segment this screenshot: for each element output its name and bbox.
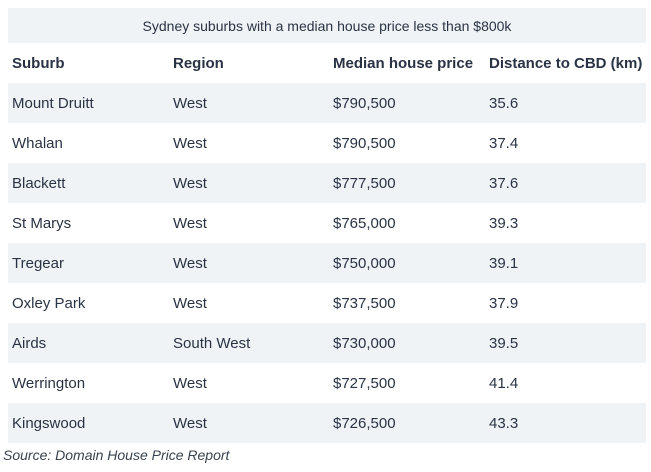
- cell-distance-to-cbd: 37.6: [489, 174, 519, 192]
- cell-region: West: [173, 214, 207, 232]
- cell-suburb: Blackett: [12, 174, 66, 192]
- cell-region: West: [173, 254, 207, 272]
- cell-distance-to-cbd: 39.3: [489, 214, 519, 232]
- source-note: Source: Domain House Price Report: [3, 447, 230, 463]
- cell-suburb: Oxley Park: [12, 294, 86, 312]
- cell-region: West: [173, 174, 207, 192]
- cell-distance-to-cbd: 39.1: [489, 254, 519, 272]
- cell-distance-to-cbd: 35.6: [489, 94, 519, 112]
- cell-distance-to-cbd: 39.5: [489, 334, 519, 352]
- table-row: Whalan West $790,500 37.4: [8, 123, 646, 163]
- cell-median-house-price: $790,500: [333, 134, 396, 152]
- cell-median-house-price: $750,000: [333, 254, 396, 272]
- cell-median-house-price: $765,000: [333, 214, 396, 232]
- cell-suburb: St Marys: [12, 214, 72, 232]
- suburbs-table: Suburb Region Median house price Distanc…: [8, 43, 646, 443]
- table-row: Tregear West $750,000 39.1: [8, 243, 646, 283]
- cell-distance-to-cbd: 41.4: [489, 374, 519, 392]
- header-row: Suburb Region Median house price Distanc…: [8, 43, 646, 83]
- cell-median-house-price: $790,500: [333, 94, 396, 112]
- table-row: Mount Druitt West $790,500 35.6: [8, 83, 646, 123]
- cell-distance-to-cbd: 43.3: [489, 414, 519, 432]
- cell-suburb: Kingswood: [12, 414, 86, 432]
- cell-region: West: [173, 134, 207, 152]
- table-body: Mount Druitt West $790,500 35.6 Whalan West $7…: [8, 83, 646, 443]
- cell-region: West: [173, 414, 207, 432]
- cell-region: West: [173, 294, 207, 312]
- cell-region: South West: [173, 334, 251, 352]
- cell-suburb: Werrington: [12, 374, 86, 392]
- col-header-suburb: Suburb: [8, 43, 169, 83]
- cell-region: West: [173, 94, 207, 112]
- cell-suburb: Whalan: [12, 134, 63, 152]
- cell-distance-to-cbd: 37.9: [489, 294, 519, 312]
- cell-median-house-price: $730,000: [333, 334, 396, 352]
- table-row: Kingswood West $726,500 43.3: [8, 403, 646, 443]
- col-header-distance-to-cbd: Distance to CBD (km): [485, 43, 646, 83]
- table-row: St Marys West $765,000 39.3: [8, 203, 646, 243]
- col-header-median-house-price: Median house price: [329, 43, 485, 83]
- cell-median-house-price: $726,500: [333, 414, 396, 432]
- cell-median-house-price: $727,500: [333, 374, 396, 392]
- cell-suburb: Airds: [12, 334, 47, 352]
- cell-distance-to-cbd: 37.4: [489, 134, 519, 152]
- table-title: Sydney suburbs with a median house price…: [8, 8, 646, 43]
- table-row: Blackett West $777,500 37.6: [8, 163, 646, 203]
- cell-median-house-price: $777,500: [333, 174, 396, 192]
- cell-region: West: [173, 374, 207, 392]
- col-header-region: Region: [169, 43, 329, 83]
- suburbs-table-widget: Sydney suburbs with a median house price…: [3, 8, 646, 463]
- cell-median-house-price: $737,500: [333, 294, 396, 312]
- cell-suburb: Mount Druitt: [12, 94, 94, 112]
- table-row: Werrington West $727,500 41.4: [8, 363, 646, 403]
- table-row: Oxley Park West $737,500 37.9: [8, 283, 646, 323]
- cell-suburb: Tregear: [12, 254, 64, 272]
- table-row: Airds South West $730,000 39.5: [8, 323, 646, 363]
